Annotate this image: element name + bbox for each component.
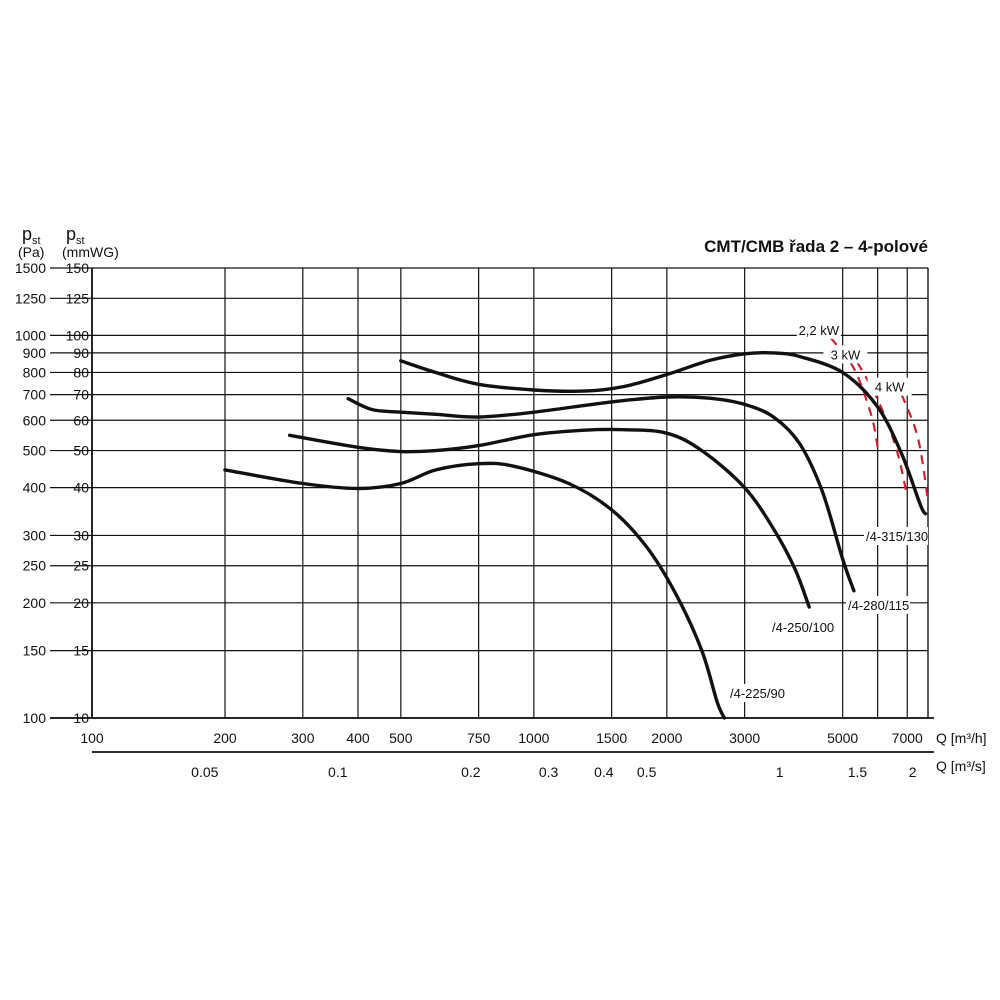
y-axis-ticks: 100 150 200 250 300 400 500 600 700 800 900 1000 125…: [15, 260, 92, 726]
x-tick-m3h-label: 5000: [827, 730, 858, 746]
y-tick-mmwg-label: 90: [73, 345, 89, 361]
power-label-bg: [867, 377, 912, 396]
y-tick-mmwg-label: 20: [73, 595, 89, 611]
x-tick-m3h-label: 300: [291, 730, 315, 746]
fan-curve: [346, 395, 856, 593]
y-axis-mmwg-label: pst: [66, 224, 85, 247]
y-axis-mmwg-unit: (mmWG): [62, 244, 119, 260]
y-tick-mmwg-label: 80: [73, 364, 89, 380]
x-tick-m3h-label: 400: [346, 730, 370, 746]
x-tick-m3h-label: 100: [80, 730, 104, 746]
y-tick-pa-label: 800: [23, 364, 47, 380]
y-tick-pa-label: 200: [23, 595, 47, 611]
y-tick-pa-label: 250: [23, 558, 47, 574]
x-tick-m3h-label: 1000: [518, 730, 549, 746]
power-label-bg: [796, 320, 841, 339]
y-tick-pa-label: 300: [23, 527, 47, 543]
x-axis-ticks: 100 200 300 400 500 750 1000 1500 2000 3000 5000 70…: [80, 730, 923, 780]
curve-label-bg: [770, 618, 834, 636]
y-tick-mmwg-label: 50: [73, 443, 89, 459]
curve-label-bg: [864, 527, 928, 545]
y-axis-pa-label: pst: [22, 224, 41, 247]
y-tick-mmwg-label: 60: [73, 412, 89, 428]
x-tick-m3s-label: 2: [909, 764, 917, 780]
x-tick-m3s-label: 0.1: [328, 764, 348, 780]
y-tick-mmwg-label: 30: [73, 527, 89, 543]
power-label-bg: [823, 345, 868, 364]
x-tick-m3s-label: 0.4: [594, 764, 614, 780]
y-tick-mmwg-label: 10: [73, 710, 89, 726]
power-line-label: 4 kW: [875, 380, 905, 395]
y-tick-mmwg-label: 100: [66, 327, 90, 343]
power-line-label: 3 kW: [831, 347, 861, 362]
y-tick-pa-label: 400: [23, 480, 47, 496]
power-line-label: 2,2 kW: [799, 323, 840, 338]
x-tick-m3s-label: 0.5: [637, 764, 657, 780]
y-axis-pa-unit: (Pa): [18, 244, 44, 260]
curve-label-bg: [846, 596, 910, 614]
fan-curve-label: /4-280/115: [848, 598, 909, 613]
fan-curve-label: /4-225/90: [730, 686, 785, 701]
y-tick-mmwg-label: 125: [66, 290, 90, 306]
y-tick-pa-label: 150: [23, 643, 47, 659]
y-tick-mmwg-label: 25: [73, 558, 89, 574]
fan-curves: /4-225/90/4-250/100/4-280/115/4-315/130: [223, 350, 928, 720]
fan-curve: [287, 427, 811, 609]
y-tick-mmwg-label: 40: [73, 480, 89, 496]
x-tick-m3s-label: 0.3: [539, 764, 559, 780]
fan-curve: [223, 461, 727, 720]
x-tick-m3h-label: 7000: [892, 730, 923, 746]
x-tick-m3s-label: 1.5: [848, 764, 868, 780]
y-tick-pa-label: 100: [23, 710, 47, 726]
x-tick-m3s-label: 0.05: [191, 764, 218, 780]
y-tick-pa-label: 1500: [15, 260, 46, 276]
x-tick-m3h-label: 3000: [729, 730, 760, 746]
y-tick-pa-label: 1250: [15, 290, 46, 306]
y-tick-pa-label: 500: [23, 443, 47, 459]
x-tick-m3h-label: 2000: [651, 730, 682, 746]
y-tick-pa-label: 600: [23, 412, 47, 428]
y-tick-pa-label: 700: [23, 387, 47, 403]
y-tick-pa-label: 900: [23, 345, 47, 361]
y-tick-mmwg-label: 15: [73, 643, 89, 659]
x-tick-m3s-label: 1: [776, 764, 784, 780]
x-tick-m3h-label: 200: [213, 730, 237, 746]
x-tick-m3h-label: 500: [389, 730, 413, 746]
x-tick-m3h-label: 750: [467, 730, 491, 746]
grid: [92, 267, 928, 719]
fan-curve-label: /4-250/100: [772, 620, 834, 635]
curve-label-bg: [728, 684, 792, 702]
chart-title: CMT/CMB řada 2 – 4-polové: [704, 237, 928, 256]
x-tick-m3h-label: 1500: [596, 730, 627, 746]
fan-curve-label: /4-315/130: [866, 529, 928, 544]
fan-curve: [399, 350, 928, 516]
x-axis-m3s-label: Q [m³/s]: [936, 758, 986, 774]
y-tick-mmwg-label: 70: [73, 387, 89, 403]
x-axis-m3h-label: Q [m³/h]: [936, 730, 987, 746]
y-tick-mmwg-label: 150: [66, 260, 90, 276]
y-tick-pa-label: 1000: [15, 327, 46, 343]
x-tick-m3s-label: 0.2: [461, 764, 481, 780]
